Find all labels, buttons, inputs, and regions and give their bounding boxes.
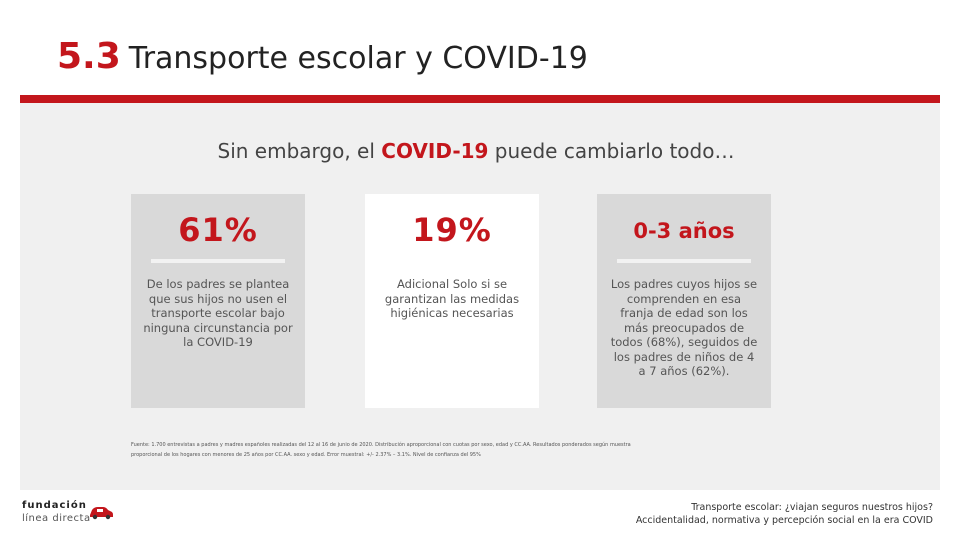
fundacion-linea-directa-logo: fundación línea directa bbox=[22, 500, 118, 526]
stat-card-conditional: 19% Adicional Solo si se garantizan las … bbox=[365, 194, 539, 408]
source-note: Fuente: 1.700 entrevistas a padres y mad… bbox=[131, 440, 771, 460]
footer-line-1: Transporte escolar: ¿viajan seguros nues… bbox=[691, 502, 933, 513]
stat-description: De los padres se plantea que sus hijos n… bbox=[143, 277, 293, 349]
subtitle-before: Sin embargo, el bbox=[217, 139, 382, 163]
card-divider bbox=[617, 259, 751, 263]
subtitle-after: puede cambiarlo todo… bbox=[488, 139, 735, 163]
slide-title: 5.3 Transporte escolar y COVID-19 bbox=[57, 36, 588, 80]
title-underline-bar bbox=[20, 95, 940, 103]
footer-caption: Transporte escolar: ¿viajan seguros nues… bbox=[636, 501, 933, 527]
stat-description: Los padres cuyos hijos se comprenden en … bbox=[610, 277, 758, 378]
title-text: Transporte escolar y COVID-19 bbox=[128, 41, 588, 76]
card-divider bbox=[151, 259, 285, 263]
logo-line-2: línea directa bbox=[22, 513, 91, 524]
stat-description: Adicional Solo si se garantizan las medi… bbox=[384, 277, 520, 320]
section-number: 5.3 bbox=[57, 36, 121, 77]
logo-line-1: fundación bbox=[22, 500, 87, 511]
card-divider bbox=[385, 259, 519, 263]
source-line-1: Fuente: 1.700 entrevistas a padres y mad… bbox=[131, 442, 631, 448]
source-line-2: proporcional de los hogares con menores … bbox=[131, 452, 481, 458]
red-car-icon bbox=[90, 507, 113, 520]
subtitle-highlight: COVID-19 bbox=[381, 139, 489, 163]
stat-value: 0-3 años bbox=[633, 219, 735, 243]
footer-line-2: Accidentalidad, normativa y percepción s… bbox=[635, 515, 933, 526]
subtitle: Sin embargo, el COVID-19 puede cambiarlo… bbox=[0, 139, 960, 163]
stat-card-parents-refuse: 61% De los padres se plantea que sus hij… bbox=[131, 194, 305, 408]
stat-value: 19% bbox=[412, 211, 492, 249]
stat-value: 61% bbox=[178, 211, 258, 249]
stat-card-age-range: 0-3 años Los padres cuyos hijos se compr… bbox=[597, 194, 771, 408]
